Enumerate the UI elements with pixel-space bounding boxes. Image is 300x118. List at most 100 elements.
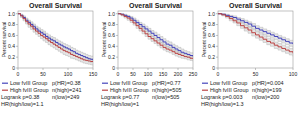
annotation: n(high)=199	[252, 87, 282, 93]
legend-swatch	[202, 83, 208, 84]
panel: Overall Survival Percent survival 0 0.2 0.4 0…	[201, 2, 298, 108]
annotation: n(low)=505	[152, 94, 179, 100]
x-tick-label: 50	[40, 71, 46, 77]
title: Overall Survival	[229, 2, 282, 9]
ci-lower-line	[218, 14, 293, 57]
annotation: HR(high/low)=1.3	[201, 101, 244, 107]
survival-curve	[18, 14, 93, 61]
y-tick	[16, 46, 18, 47]
plot-area	[218, 14, 293, 57]
plot-frame	[118, 11, 193, 68]
y-tick	[216, 57, 218, 58]
legend-swatch	[202, 90, 208, 91]
legend-label: Low fvIII Group	[110, 80, 147, 86]
y-tick-label: 0.4	[8, 43, 15, 49]
y-tick	[116, 13, 118, 14]
y-axis-label: Percent survival	[1, 22, 7, 58]
y-tick	[216, 35, 218, 36]
panel: Overall SurvivalPercent survival00.20.40…	[101, 2, 198, 108]
y-tick-label: 0.6	[208, 32, 215, 38]
x-tick-label: 100	[289, 71, 298, 77]
x-tick-label: 150	[159, 71, 168, 77]
ci-upper-line	[18, 14, 93, 57]
x-tick-label: 100	[144, 71, 153, 77]
y-tick-label: 0.8	[108, 21, 115, 27]
ci-band	[218, 14, 293, 57]
x-tick-label: 250	[189, 71, 198, 77]
x-tick-label: 0	[17, 71, 20, 77]
ci-band	[118, 14, 193, 62]
annotation: Logrank p=0.003	[201, 94, 242, 100]
annotation: p(HR)=0.004	[252, 80, 284, 86]
x-tick-label: 100	[64, 71, 73, 77]
y-tick	[16, 35, 18, 36]
x-tick-label: 50	[130, 71, 136, 77]
y-tick-label: 0	[112, 65, 115, 71]
plot-area	[118, 14, 193, 62]
y-tick	[116, 35, 118, 36]
y-tick-label: 0.8	[8, 21, 15, 27]
annotation: HR(high/low)=1.1	[1, 101, 44, 107]
chart-svg: Overall Survival Percent survival 0 0.2 0.4 0…	[0, 0, 300, 118]
y-tick	[16, 24, 18, 25]
ci-upper-line	[18, 14, 93, 60]
plot-frame	[18, 11, 93, 68]
survival-curve	[118, 14, 193, 57]
y-tick	[116, 46, 118, 47]
y-tick-label: 0.6	[108, 32, 115, 38]
ci-band	[18, 14, 93, 66]
survival-curve	[18, 14, 93, 62]
panel: Overall Survival Percent survival 0 0.2 0.4 0…	[1, 2, 98, 108]
y-tick-label: 0.8	[208, 21, 215, 27]
legend-swatch	[2, 83, 8, 84]
y-tick	[116, 57, 118, 58]
legend-label: Low fvIII Group	[10, 80, 47, 86]
legend-label: Low fvIII Group	[210, 80, 247, 86]
y-tick-label: 0.2	[108, 54, 115, 60]
plot-area	[18, 14, 93, 66]
annotation: n(low)=249	[52, 94, 79, 100]
y-tick-label: 1.0	[108, 11, 115, 17]
annotation: p(HR)=0.38	[52, 80, 81, 86]
annotation: Logrank p=0.38	[1, 94, 39, 100]
annotation: n(high)=241	[52, 87, 82, 93]
y-tick	[16, 13, 18, 14]
x-tick-label: 200	[174, 71, 183, 77]
y-tick	[16, 57, 18, 58]
annotation: n(high)=505	[152, 87, 182, 93]
x-tick-label: 0	[217, 71, 220, 77]
annotation: n(low)=200	[252, 94, 279, 100]
survival-curve	[118, 14, 193, 59]
legend-swatch	[2, 90, 8, 91]
y-tick	[116, 24, 118, 25]
legend: Low fvIII GroupHigh fvIII GroupLogrank p…	[201, 80, 284, 107]
ci-lower-line	[18, 14, 93, 66]
y-axis-label: Percent survival	[201, 22, 207, 58]
y-tick-label: 0.4	[208, 43, 215, 49]
ci-lower-line	[118, 14, 193, 60]
legend-label: High fvIII Group	[210, 87, 249, 93]
legend: Low fvIII GroupHigh fvIII GroupLogrank p…	[1, 80, 82, 107]
y-tick-label: 0.4	[108, 43, 115, 49]
survival-curve	[218, 14, 293, 54]
ci-lower-line	[118, 14, 193, 62]
legend-label: High fvIII Group	[110, 87, 149, 93]
y-tick-label: 0.2	[208, 54, 215, 60]
x-tick-label: 50	[253, 71, 259, 77]
y-tick-label: 0	[12, 65, 15, 71]
y-tick-label: 0.2	[8, 54, 15, 60]
legend-swatch	[102, 83, 108, 84]
legend-label: High fvIII Group	[10, 87, 49, 93]
y-axis-label: Percent survival	[101, 22, 107, 58]
ci-band	[118, 14, 193, 60]
x-tick-label: 150	[89, 71, 98, 77]
y-tick-label: 1.0	[8, 11, 15, 17]
y-tick-label: 1.0	[208, 11, 215, 17]
x-tick-label: 0	[117, 71, 120, 77]
legend: Low fvIII GroupHigh fvIII GroupLogrank p…	[101, 80, 182, 107]
title: Overall Survival	[29, 2, 82, 9]
y-tick-label: 0.6	[8, 32, 15, 38]
legend-swatch	[102, 90, 108, 91]
y-tick	[216, 24, 218, 25]
y-tick	[216, 13, 218, 14]
